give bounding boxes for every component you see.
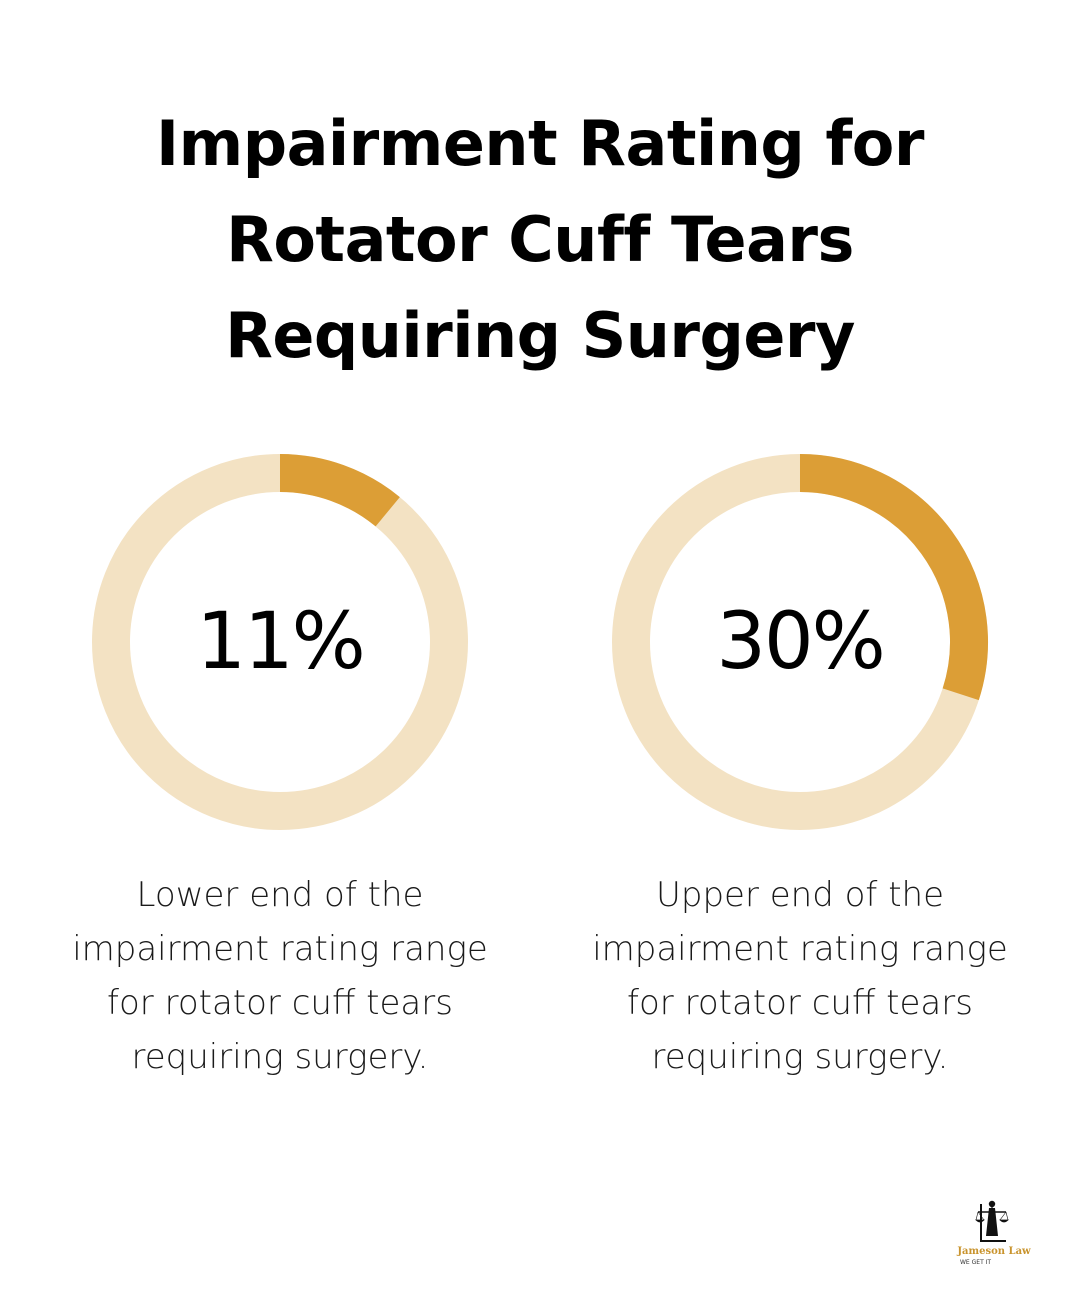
title-line: Rotator Cuff Tears — [226, 203, 854, 276]
caption-line: Lower end of the — [136, 875, 424, 915]
percent-value: 30% — [716, 597, 885, 687]
donut-chart-svg — [612, 454, 988, 830]
caption-upper: Upper end of the impairment rating range… — [540, 868, 1060, 1084]
lady-justice-icon — [975, 1200, 1009, 1242]
donut-value-arc — [799, 454, 988, 701]
percent-value: 11% — [196, 597, 365, 687]
donut-chart-upper: 30% — [610, 452, 990, 832]
caption-line: requiring surgery. — [131, 1037, 429, 1077]
logo-name: Jameson Law — [957, 1246, 1031, 1257]
jameson-law-logo: Jameson Law WE GET IT — [954, 1196, 1034, 1276]
donut-chart-lower: 11% — [90, 452, 470, 832]
caption-line: impairment rating range — [72, 929, 488, 969]
caption-line: requiring surgery. — [651, 1037, 949, 1077]
donut-chart-svg — [92, 454, 468, 830]
caption-line: Upper end of the — [656, 875, 944, 915]
page-title: Impairment Rating for Rotator Cuff Tears… — [0, 96, 1080, 384]
logo-tagline: WE GET IT — [960, 1259, 992, 1266]
caption-lower: Lower end of the impairment rating range… — [20, 868, 540, 1084]
donut-value-arc — [279, 454, 400, 527]
caption-line: for rotator cuff tears — [107, 983, 453, 1023]
title-line: Impairment Rating for — [156, 107, 924, 180]
caption-line: impairment rating range — [592, 929, 1008, 969]
title-line: Requiring Surgery — [225, 299, 855, 372]
caption-line: for rotator cuff tears — [627, 983, 973, 1023]
